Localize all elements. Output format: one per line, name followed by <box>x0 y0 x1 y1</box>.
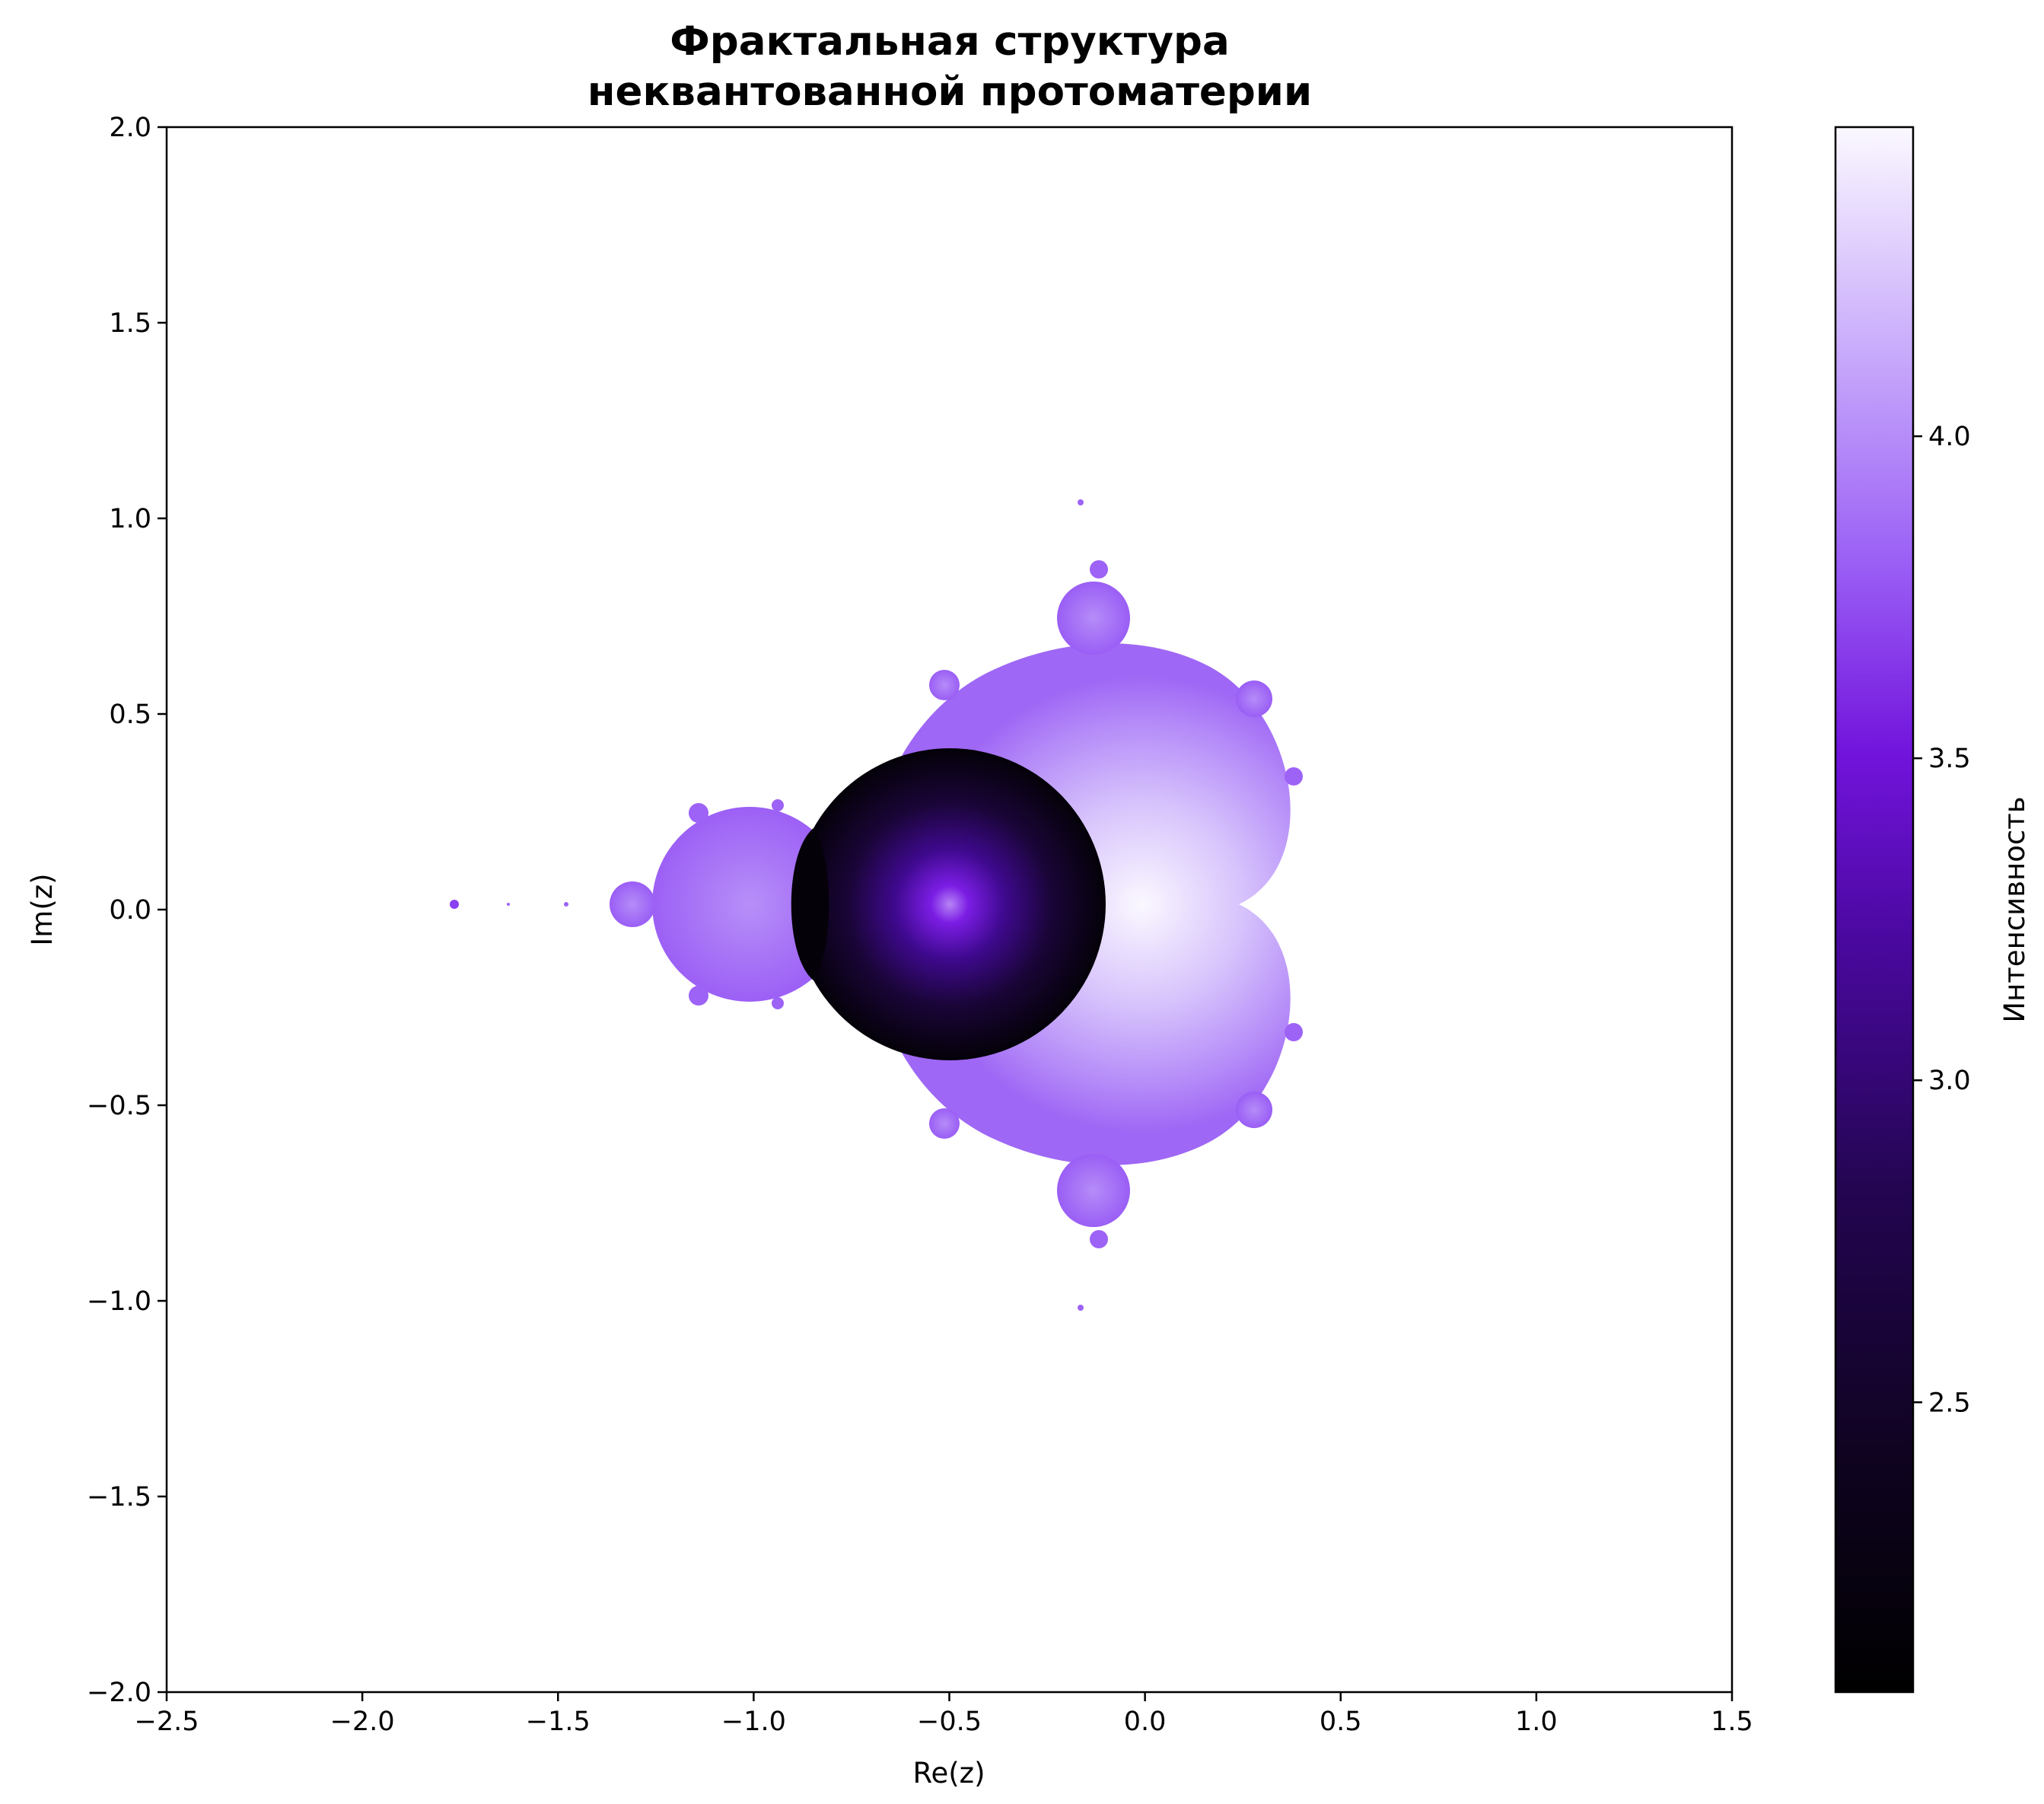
left-top-mini-bulb <box>689 803 708 823</box>
antenna-minibrot <box>450 900 459 909</box>
y-tick-label: −1.5 <box>87 1482 151 1512</box>
y-tick-label: 1.5 <box>109 308 151 339</box>
top-left-bulb <box>929 670 960 700</box>
colorbar-tick-label: 4.0 <box>1928 422 1971 452</box>
y-tick-label: 1.0 <box>109 504 151 534</box>
colorbar-tick-label: 3.0 <box>1928 1066 1971 1096</box>
x-tick-label: 1.5 <box>1711 1707 1753 1737</box>
bottom-left-bulb <box>929 1108 960 1139</box>
x-tick-label: 0.0 <box>1124 1707 1167 1737</box>
x-tick-label: −1.0 <box>721 1707 786 1737</box>
bottom-bulb <box>1057 1154 1130 1227</box>
colorbar: 2.5 3.0 3.5 4.0 Интенсивность <box>1834 126 2031 1694</box>
colorbar-ticks: 2.5 3.0 3.5 4.0 <box>1913 422 1971 1418</box>
x-tick-label: 1.0 <box>1515 1707 1558 1737</box>
y-tick-label: 0.5 <box>109 700 151 730</box>
x-tick-label: −1.5 <box>526 1707 591 1737</box>
x-tick-label: 0.5 <box>1320 1707 1362 1737</box>
right-upper-mini-bulb <box>1285 767 1303 786</box>
antenna-speck-1 <box>507 903 510 906</box>
colorbar-tick-label: 3.5 <box>1928 744 1971 774</box>
bottom-bulb-tip <box>1090 1230 1108 1248</box>
y-axis: −2.0 −1.5 −1.0 −0.5 0.0 0.5 1.0 1.5 2.0 <box>87 113 167 1708</box>
y-tick-label: 0.0 <box>109 895 151 926</box>
y-axis-label: Im(z) <box>26 873 59 945</box>
y-tick-label: −1.0 <box>87 1286 151 1317</box>
y-tick-label: −2.0 <box>87 1678 151 1708</box>
left-bottom-mini-bulb-2 <box>772 997 784 1009</box>
x-axis-label: Re(z) <box>912 1757 985 1790</box>
chart-title-line-2: неквантованной протоматерии <box>587 69 1312 115</box>
colorbar-tick-label: 2.5 <box>1928 1388 1971 1418</box>
antenna-speck-2 <box>564 902 568 907</box>
left-top-mini-bulb-2 <box>772 799 784 811</box>
y-tick-label: −0.5 <box>87 1091 151 1121</box>
chart-title-line-1: Фрактальная структура <box>670 18 1229 65</box>
left-bottom-mini-bulb <box>689 986 708 1006</box>
dark-lens <box>791 828 829 980</box>
plot-area <box>165 126 1734 1694</box>
x-tick-label: −0.5 <box>917 1707 982 1737</box>
top-speck <box>1078 499 1084 505</box>
top-bulb <box>1057 582 1130 655</box>
colorbar-label: Интенсивность <box>1998 796 2031 1022</box>
bottom-right-bulb <box>1236 1092 1272 1128</box>
fractal-image <box>450 499 1303 1311</box>
period-4-bulb <box>610 881 655 927</box>
x-tick-label: −2.0 <box>330 1707 395 1737</box>
x-axis: −2.5 −2.0 −1.5 −1.0 −0.5 0.0 0.5 1.0 1.5 <box>135 1692 1753 1737</box>
colorbar-gradient <box>1834 126 1915 1694</box>
top-bulb-tip <box>1090 560 1108 578</box>
dark-disk <box>794 748 1106 1060</box>
bottom-speck <box>1078 1305 1084 1311</box>
right-lower-mini-bulb <box>1285 1023 1303 1041</box>
y-tick-label: 2.0 <box>109 113 151 143</box>
top-right-bulb <box>1236 680 1272 717</box>
x-tick-label: −2.5 <box>135 1707 199 1737</box>
